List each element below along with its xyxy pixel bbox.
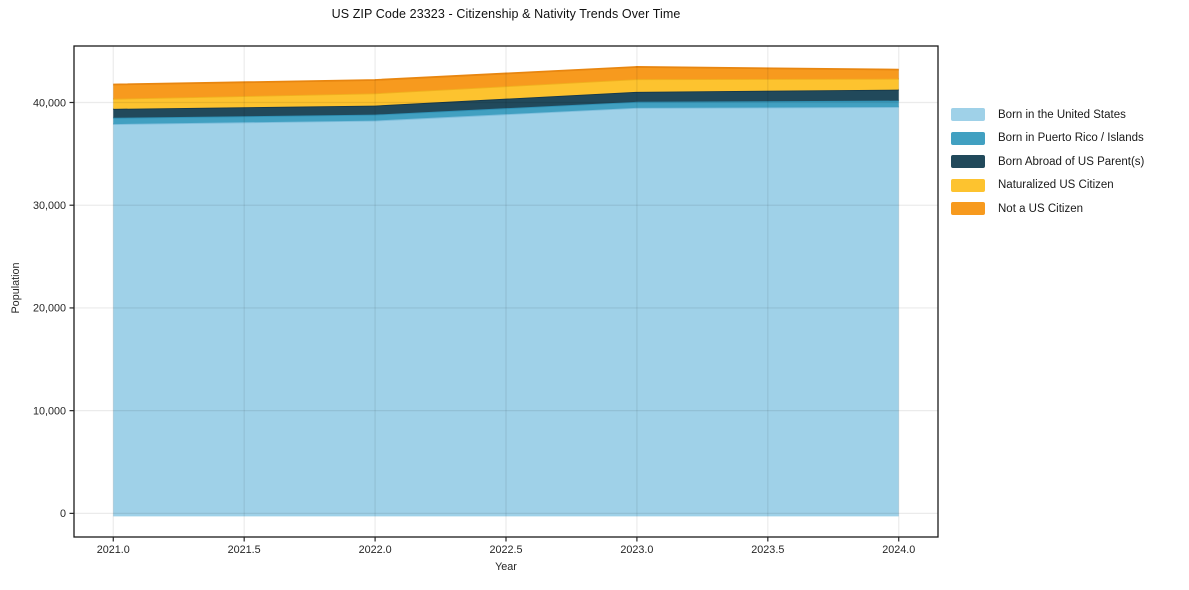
x-tick-label: 2021.0 [97,544,130,556]
legend-item-naturalized-us-citizen: Naturalized US Citizen [951,174,1144,198]
legend-item-born-abroad-of-us-parent-s: Born Abroad of US Parent(s) [951,150,1144,174]
legend-item-born-in-puerto-rico-islands: Born in Puerto Rico / Islands [951,127,1144,151]
legend-label: Born Abroad of US Parent(s) [998,155,1145,168]
y-tick-label: 10,000 [33,405,66,417]
area-not-a-us-citizen [113,66,899,99]
legend-swatch-born-abroad-of-us-parent-s [951,155,985,169]
y-axis-label: Population [10,262,22,314]
legend-label: Born in the United States [998,108,1126,121]
x-tick-label: 2023.5 [751,544,784,556]
area-born-abroad-of-us-parent-s [113,89,899,118]
x-tick-label: 2021.5 [228,544,261,556]
area-born-in-puerto-rico-islands [113,100,899,125]
legend-swatch-born-in-puerto-rico-islands [951,131,985,145]
legend-swatch-naturalized-us-citizen [951,178,985,192]
y-tick-label: 40,000 [33,97,66,109]
legend-label: Naturalized US Citizen [998,179,1114,192]
x-tick-label: 2024.0 [882,544,915,556]
legend: Born in the United States Born in Puerto … [951,103,1144,221]
x-tick-label: 2022.5 [489,544,522,556]
legend-swatch-not-a-us-citizen [951,202,985,216]
legend-item-not-a-us-citizen: Not a US Citizen [951,197,1144,221]
y-tick-label: 30,000 [33,200,66,212]
legend-swatch-born-in-the-united-states [951,108,985,122]
y-tick-label: 20,000 [33,303,66,315]
area-born-in-the-united-states [113,107,899,517]
legend-item-born-in-the-united-states: Born in the United States [951,103,1144,127]
x-axis-label: Year [495,561,517,573]
area-edge-not-a-us-citizen [113,66,899,86]
legend-label: Not a US Citizen [998,202,1084,215]
legend-label: Born in Puerto Rico / Islands [998,132,1144,145]
y-tick-label: 0 [60,508,66,520]
area-naturalized-us-citizen [113,78,899,109]
x-tick-label: 2023.0 [620,544,653,556]
chart-title: US ZIP Code 23323 - Citizenship & Nativi… [331,7,681,21]
x-tick-label: 2022.0 [359,544,392,556]
